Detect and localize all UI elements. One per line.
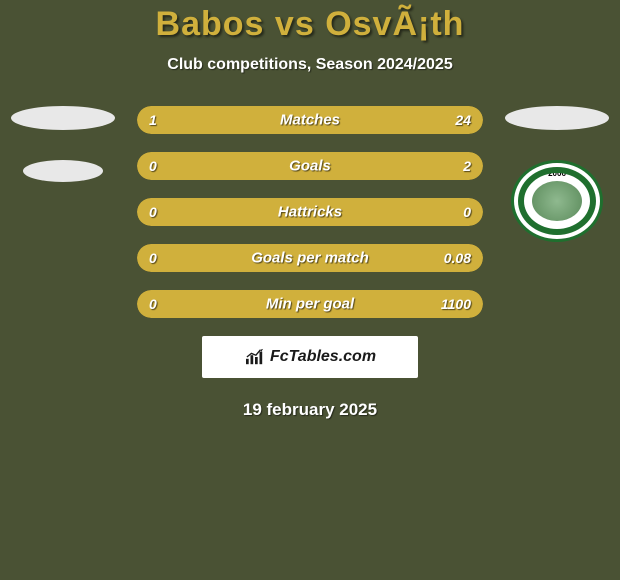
stat-value-right: 0.08 <box>444 250 471 266</box>
right-club-logo: 2006 <box>507 160 607 250</box>
date-label: 19 february 2025 <box>0 400 620 420</box>
player-left-name: Babos <box>156 5 265 43</box>
stat-bar-track: 0 1100 Min per goal <box>137 290 483 318</box>
branding-chart-icon <box>244 348 266 366</box>
stat-row: 0 0.08 Goals per match <box>137 244 483 272</box>
stat-value-left: 0 <box>149 296 157 312</box>
subtitle: Club competitions, Season 2024/2025 <box>0 56 620 74</box>
chart-area: 2006 1 24 Matches 0 2 Goals 0 0 Hattricks 0 0.08 Go… <box>0 106 620 318</box>
stat-label: Matches <box>280 112 340 129</box>
right-emblems: 2006 <box>502 106 612 250</box>
stat-label: Goals <box>289 158 331 175</box>
stat-value-right: 1100 <box>441 296 471 312</box>
stat-value-left: 0 <box>149 250 157 266</box>
left-emblem-2 <box>23 160 103 182</box>
vs-separator: vs <box>275 5 315 43</box>
stat-value-left: 1 <box>149 112 157 128</box>
stat-label: Goals per match <box>251 250 369 267</box>
branding-badge: FcTables.com <box>202 336 418 378</box>
stat-value-right: 0 <box>463 204 471 220</box>
left-emblems <box>8 106 118 182</box>
comparison-title: Babos vs OsvÃ¡th <box>0 0 620 44</box>
left-emblem-1 <box>11 106 115 130</box>
stat-bar-track: 1 24 Matches <box>137 106 483 134</box>
stat-value-left: 0 <box>149 158 157 174</box>
stat-value-left: 0 <box>149 204 157 220</box>
stat-row: 1 24 Matches <box>137 106 483 134</box>
stat-bar-track: 0 2 Goals <box>137 152 483 180</box>
stat-row: 0 0 Hattricks <box>137 198 483 226</box>
stat-value-right: 2 <box>463 158 471 174</box>
right-emblem-1 <box>505 106 609 130</box>
stat-bar-track: 0 0 Hattricks <box>137 198 483 226</box>
stat-label: Min per goal <box>266 296 354 313</box>
stat-bars: 1 24 Matches 0 2 Goals 0 0 Hattricks 0 0.08 Goals p… <box>137 106 483 318</box>
player-right-name: OsvÃ¡th <box>325 5 464 43</box>
stat-row: 0 1100 Min per goal <box>137 290 483 318</box>
branding-text: FcTables.com <box>270 348 376 366</box>
stat-row: 0 2 Goals <box>137 152 483 180</box>
stat-value-right: 24 <box>455 112 471 128</box>
stat-label: Hattricks <box>278 204 342 221</box>
stat-bar-track: 0 0.08 Goals per match <box>137 244 483 272</box>
